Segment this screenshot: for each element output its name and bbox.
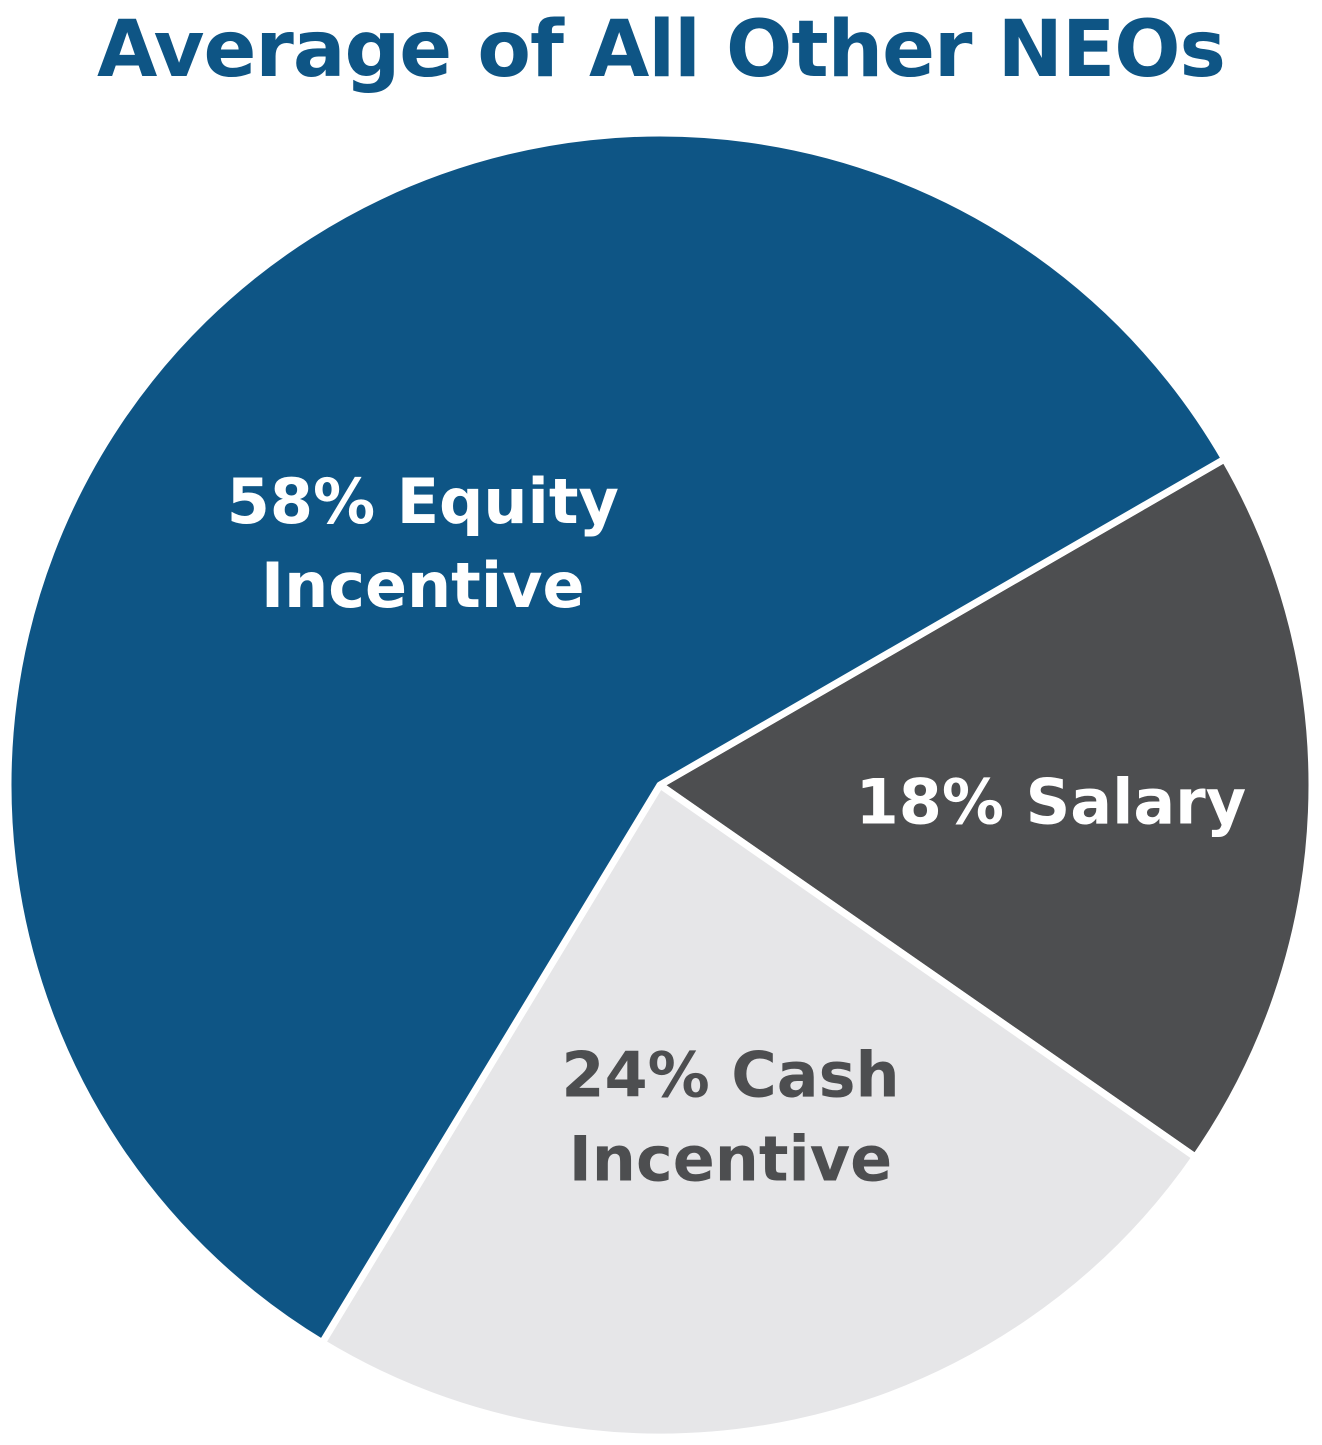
pie-slices	[4, 129, 1316, 1441]
slice-label-line: Incentive	[569, 1123, 893, 1196]
slice-label-line: 18% Salary	[856, 765, 1247, 838]
pie-slice-salary	[656, 455, 1316, 1161]
slice-label-cash-incentive: 24% Cash Incentive	[561, 1039, 899, 1196]
slice-label-line: 24% Cash	[561, 1039, 899, 1112]
pie-slice-equity-incentive	[4, 129, 1229, 1347]
pie-slice-cash-incentive	[318, 781, 1199, 1441]
slice-label-equity-incentive: 58% Equity Incentive	[227, 465, 619, 622]
slice-label-salary: 18% Salary	[856, 765, 1247, 838]
pie-labels: 18% Salary 24% Cash Incentive 58% Equity Inc…	[227, 465, 1246, 1196]
slice-label-line: 58% Equity	[227, 465, 619, 538]
slice-label-line: Incentive	[261, 549, 585, 622]
chart-title: Average of All Other NEOs	[97, 5, 1226, 95]
